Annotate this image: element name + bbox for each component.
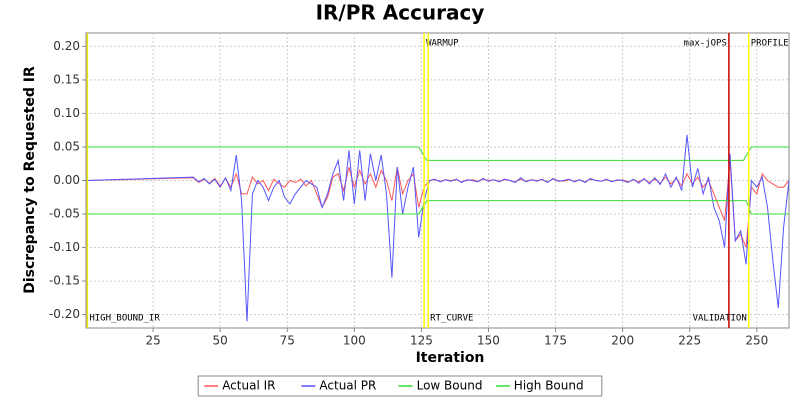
- legend-label: Actual PR: [319, 379, 376, 393]
- x-tick-label: 75: [280, 334, 295, 348]
- series-line: [85, 134, 790, 322]
- x-tick-label: 225: [678, 334, 701, 348]
- series-line: [85, 160, 790, 248]
- y-tick-label: -0.10: [49, 240, 80, 254]
- y-tick-label: -0.15: [49, 274, 80, 288]
- y-tick-label: -0.20: [49, 307, 80, 321]
- legend-label: Actual IR: [222, 379, 275, 393]
- series-line: [86, 146, 789, 161]
- y-tick-label: 0.00: [53, 173, 80, 187]
- marker-label: VALIDATION: [693, 314, 747, 324]
- y-tick-label: 0.20: [53, 39, 80, 53]
- x-tick-label: 25: [145, 334, 160, 348]
- y-axis-label: Discrepancy to Requested IR: [22, 66, 38, 294]
- y-tick-label: 0.10: [53, 106, 80, 120]
- x-axis-label: Iteration: [416, 350, 485, 366]
- marker-label: WARMUP: [426, 39, 459, 49]
- marker-label: PROFILE: [751, 39, 789, 49]
- x-tick-label: 125: [410, 334, 433, 348]
- series-line: [86, 200, 789, 215]
- x-tick-label: 250: [745, 334, 768, 348]
- legend-label: Low Bound: [417, 379, 483, 393]
- y-tick-label: 0.15: [53, 72, 80, 86]
- marker-label: HIGH_BOUND_IR: [89, 314, 160, 324]
- x-tick-label: 100: [343, 334, 366, 348]
- legend-label: High Bound: [514, 379, 584, 393]
- x-tick-label: 200: [611, 334, 634, 348]
- chart-title: IR/PR Accuracy: [316, 1, 485, 25]
- marker-label: max-jOPS: [684, 39, 727, 49]
- y-tick-label: -0.05: [49, 207, 80, 221]
- x-tick-label: 175: [544, 334, 567, 348]
- x-tick-label: 150: [477, 334, 500, 348]
- y-tick-label: 0.05: [53, 139, 80, 153]
- x-tick-label: 50: [213, 334, 228, 348]
- marker-label: RT_CURVE: [430, 314, 473, 324]
